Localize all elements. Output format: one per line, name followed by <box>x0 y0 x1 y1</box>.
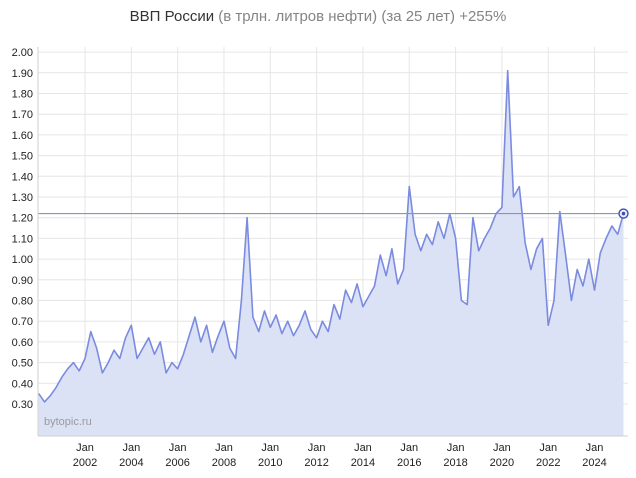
y-tick-label: 0.80 <box>12 296 33 308</box>
y-tick-label: 1.50 <box>12 151 33 163</box>
y-tick-label: 1.30 <box>12 192 33 204</box>
x-tick-label-month: Jan <box>586 442 604 454</box>
chart-title-main: ВВП России <box>129 8 215 25</box>
x-tick-label-year: 2014 <box>351 457 375 469</box>
y-tick-label: 0.50 <box>12 358 33 370</box>
x-tick-label-year: 2006 <box>165 457 189 469</box>
y-tick-label: 0.30 <box>12 399 33 411</box>
y-tick-label: 1.20 <box>12 213 33 225</box>
x-tick-label-month: Jan <box>493 442 511 454</box>
x-tick-label-month: Jan <box>122 442 140 454</box>
y-tick-label: 1.70 <box>12 109 33 121</box>
chart-title: ВВП России (в трлн. литров нефти) (за 25… <box>0 8 636 25</box>
series-area-fill <box>38 70 624 436</box>
x-tick-label-year: 2016 <box>397 457 421 469</box>
y-tick-label: 1.60 <box>12 130 33 142</box>
y-tick-label: 2.00 <box>12 47 33 59</box>
x-tick-label-year: 2002 <box>73 457 97 469</box>
watermark-bytopic: bytopic.ru <box>44 416 92 428</box>
x-tick-label-year: 2010 <box>258 457 282 469</box>
x-tick-label-year: 2022 <box>536 457 560 469</box>
x-tick-label-year: 2012 <box>304 457 328 469</box>
x-tick-label-month: Jan <box>215 442 233 454</box>
y-tick-label: 1.90 <box>12 68 33 80</box>
x-tick-label-month: Jan <box>354 442 372 454</box>
x-tick-label-month: Jan <box>308 442 326 454</box>
y-tick-label: 1.00 <box>12 254 33 266</box>
y-tick-label: 1.80 <box>12 89 33 101</box>
x-tick-label-year: 2020 <box>490 457 514 469</box>
x-tick-label-month: Jan <box>539 442 557 454</box>
y-tick-label: 0.70 <box>12 316 33 328</box>
x-tick-label-month: Jan <box>447 442 465 454</box>
y-tick-label: 0.90 <box>12 275 33 287</box>
x-tick-label-year: 2018 <box>443 457 467 469</box>
y-tick-label: 1.10 <box>12 233 33 245</box>
y-tick-label: 0.40 <box>12 378 33 390</box>
x-tick-label-year: 2004 <box>119 457 143 469</box>
x-tick-label-year: 2008 <box>212 457 236 469</box>
x-tick-label-month: Jan <box>76 442 94 454</box>
x-tick-label-month: Jan <box>169 442 187 454</box>
x-tick-label-month: Jan <box>400 442 418 454</box>
y-tick-label: 1.40 <box>12 171 33 183</box>
end-marker-dot <box>621 211 626 216</box>
y-tick-label: 0.60 <box>12 337 33 349</box>
series-line <box>38 69 625 403</box>
x-tick-label-year: 2024 <box>582 457 606 469</box>
chart-title-subtitle: (в трлн. литров нефти) (за 25 лет) +255% <box>218 8 507 25</box>
x-tick-label-month: Jan <box>261 442 279 454</box>
